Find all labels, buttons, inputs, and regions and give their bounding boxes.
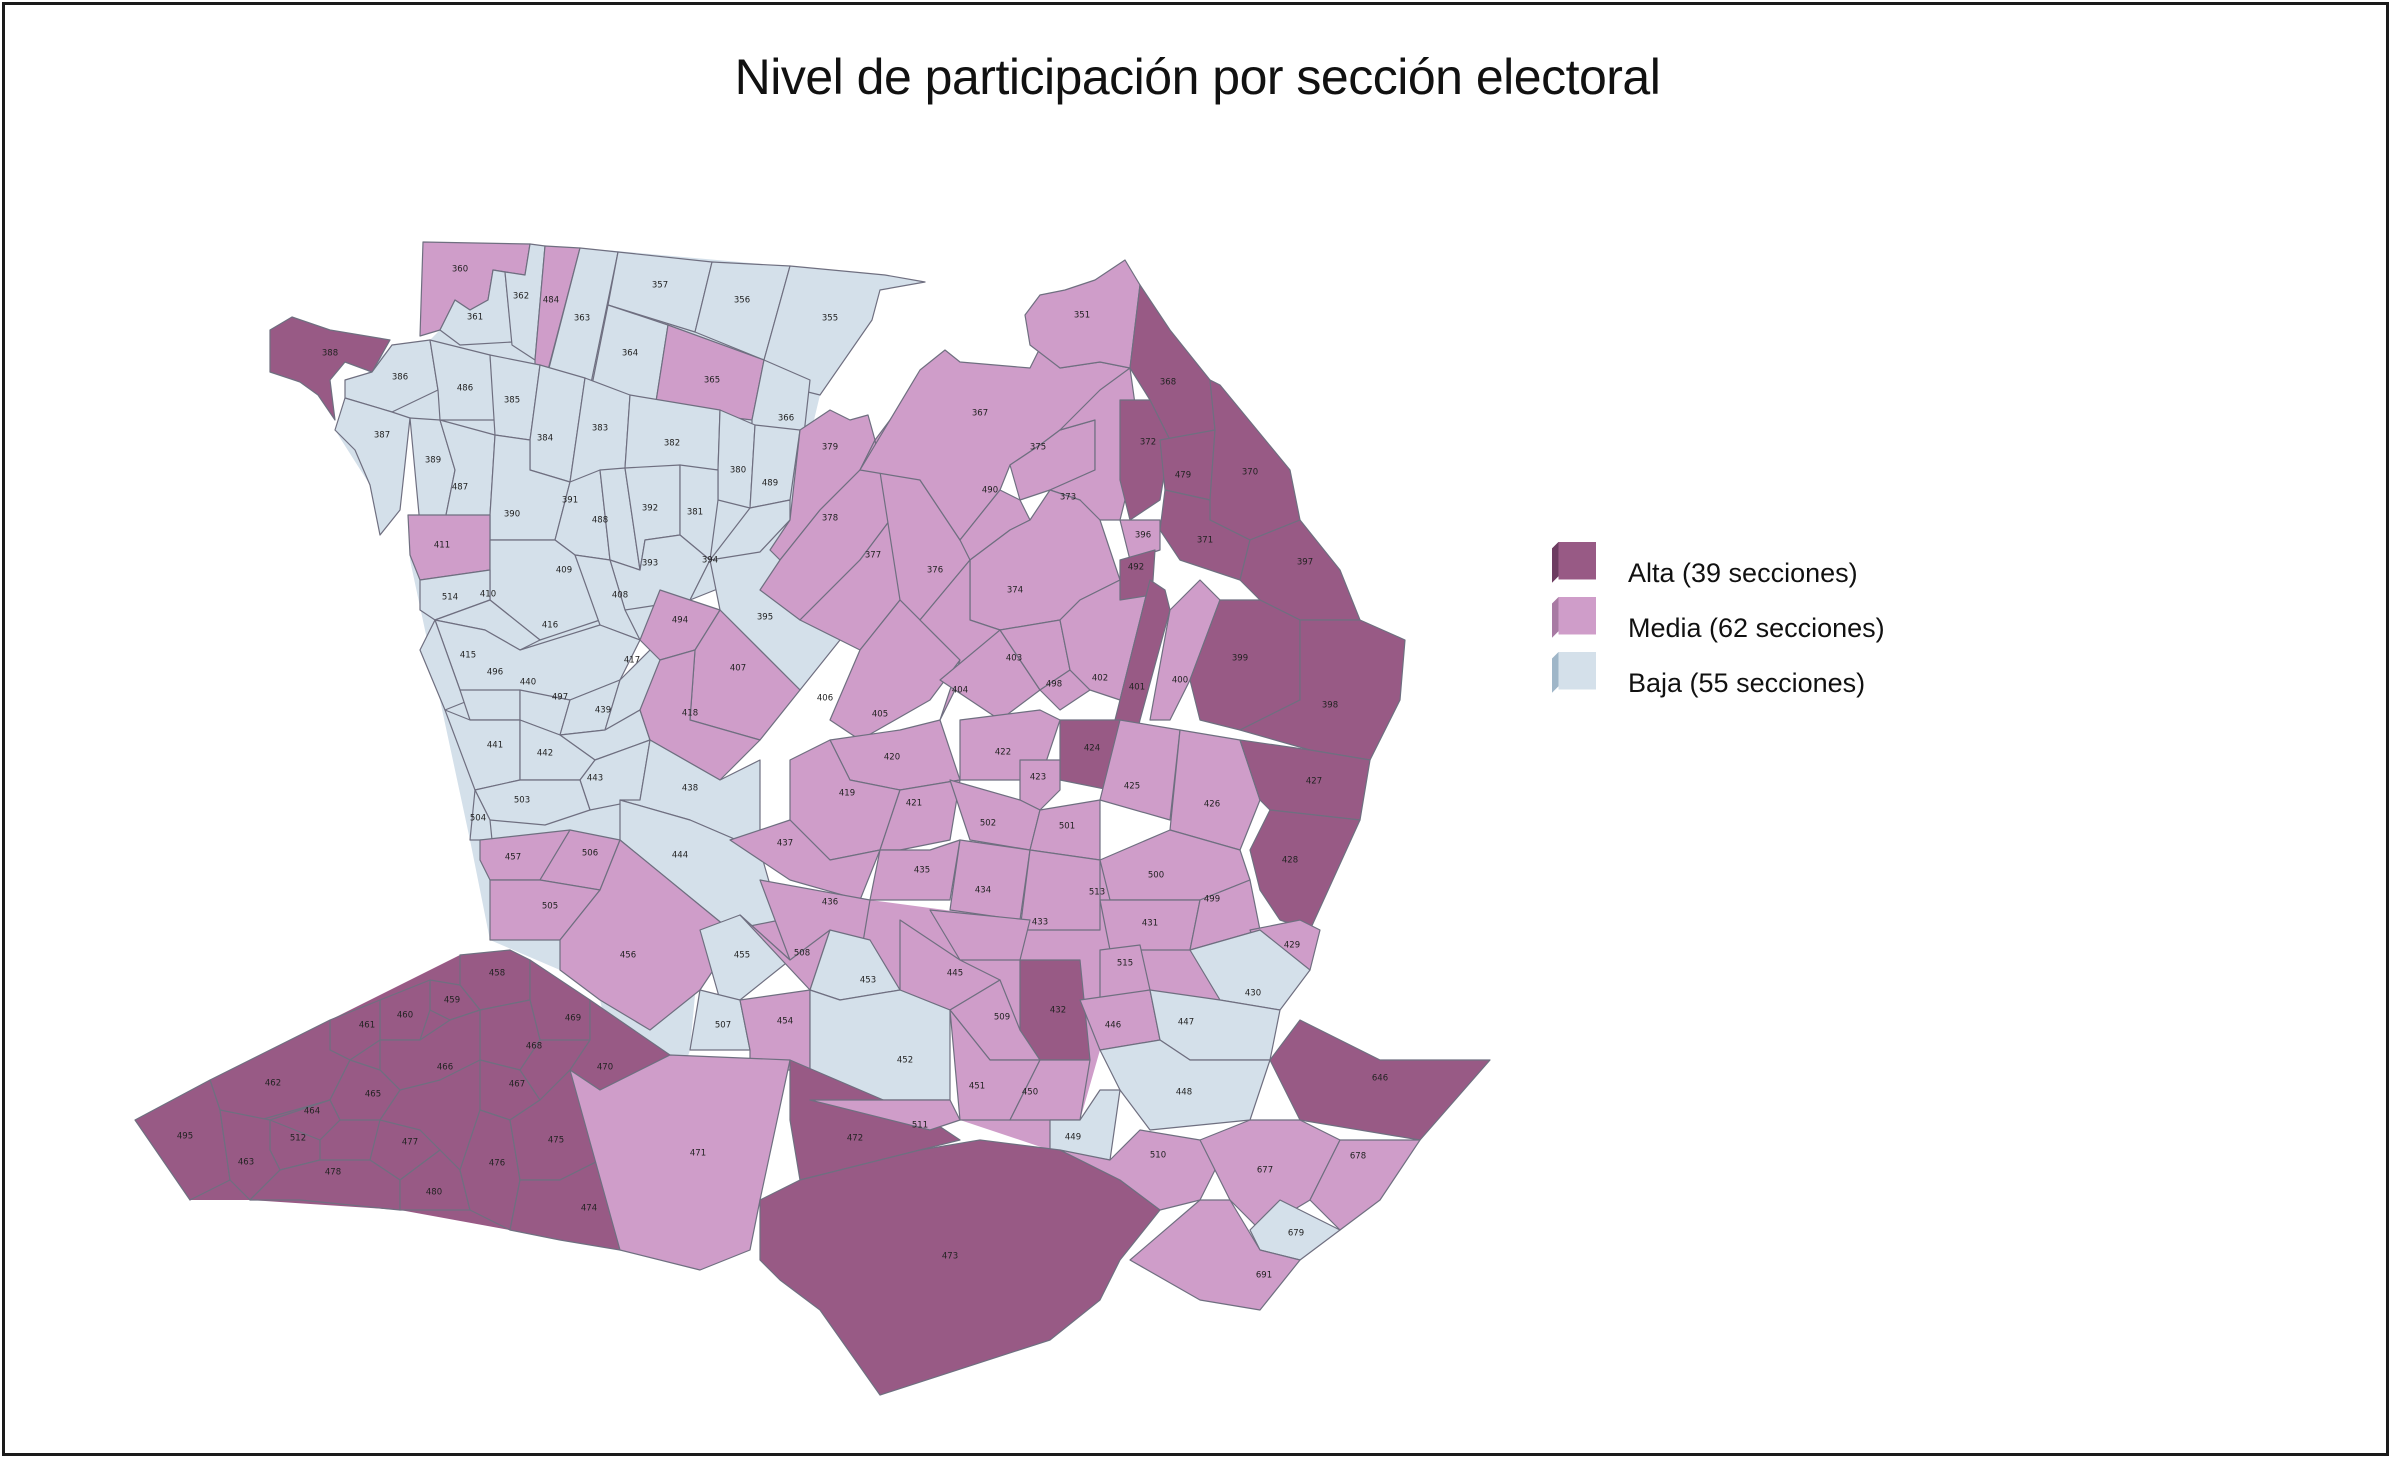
section-496[interactable]: [459, 689, 521, 721]
section-423[interactable]: [1019, 759, 1061, 811]
section-380[interactable]: [717, 409, 756, 509]
legend-label-alta: Alta (39 secciones): [1628, 558, 1858, 588]
section-label-406: 406: [817, 694, 833, 704]
section-448[interactable]: [1099, 1039, 1271, 1131]
alta-swatch-icon: [1552, 542, 1596, 583]
section-387[interactable]: [334, 397, 411, 536]
section-486[interactable]: [429, 339, 496, 421]
section-396[interactable]: [1119, 519, 1161, 561]
section-430[interactable]: [1189, 929, 1311, 1011]
section-691[interactable]: [1129, 1199, 1301, 1311]
baja-swatch-icon: [1552, 652, 1596, 693]
section-431[interactable]: [1099, 899, 1201, 951]
section-434[interactable]: [949, 839, 1031, 921]
legend-item-alta: Alta (39 secciones): [1548, 538, 1948, 588]
section-411[interactable]: [407, 514, 491, 581]
section-418[interactable]: [639, 649, 761, 781]
section-455[interactable]: [699, 914, 791, 1001]
section-408[interactable]: [574, 554, 641, 641]
section-473[interactable]: [759, 1139, 1161, 1396]
section-428[interactable]: [1249, 809, 1361, 931]
section-513[interactable]: [1019, 849, 1101, 931]
legend-label-media: Media (62 secciones): [1628, 613, 1885, 643]
section-393[interactable]: [609, 534, 711, 611]
legend-label-baja: Baja (55 secciones): [1628, 668, 1866, 698]
legend-item-baja: Baja (55 secciones): [1548, 648, 1948, 698]
section-381[interactable]: [679, 464, 719, 561]
section-372[interactable]: [1119, 399, 1171, 521]
map-title: Nivel de participación por sección elect…: [734, 49, 1661, 105]
section-425[interactable]: [1099, 719, 1181, 821]
media-swatch-icon: [1552, 597, 1596, 638]
legend-item-media: Media (62 secciones): [1548, 593, 1948, 643]
section-415[interactable]: [419, 619, 471, 711]
section-495[interactable]: [134, 1079, 231, 1201]
section-426[interactable]: [1169, 729, 1261, 851]
section-479[interactable]: [1159, 429, 1216, 501]
section-351[interactable]: [1024, 259, 1141, 369]
section-456[interactable]: [559, 839, 731, 1031]
section-511[interactable]: [809, 1099, 961, 1131]
section-388[interactable]: [269, 316, 391, 421]
section-678[interactable]: [1309, 1139, 1421, 1231]
section-370[interactable]: [1209, 379, 1301, 541]
